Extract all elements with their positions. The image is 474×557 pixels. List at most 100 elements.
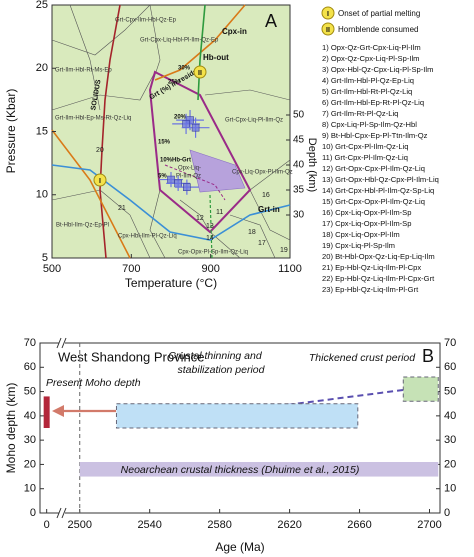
field-label: Grt-Cpx-Ilm-Hbl-Qz-Ep — [115, 18, 177, 24]
dashed-boundary — [164, 164, 226, 201]
field-number: 20 — [96, 147, 104, 154]
field-label: Opx-Liq- — [178, 166, 201, 172]
y-tick-label: 25 — [36, 0, 48, 11]
arrow-head — [52, 405, 64, 417]
y-tick-label: 70 — [24, 337, 36, 349]
chart-title: West Shandong Province — [58, 349, 204, 364]
y-tick-label: 20 — [24, 458, 36, 470]
boundary-label: Hb-out — [203, 53, 229, 62]
y-axis-label: Moho depth (km) — [4, 383, 18, 474]
assemblage-label: 10) Grt-Cpx-Pl-Ilm-Qz-Liq — [322, 142, 409, 151]
panel-a-frame — [51, 4, 291, 259]
assemblage-label: 21) Ep-Hbl-Qz-Liq-Ilm-Pl-Cpx — [322, 263, 421, 272]
range-box — [43, 396, 50, 428]
hb-out-line — [197, 4, 206, 101]
assemblage-label: 23) Ep-Hbl-Qz-Liq-Ilm-Pl-Grt — [322, 285, 419, 294]
x-axis-label: Temperature (°C) — [125, 276, 217, 290]
y2-axis-label: Depth (km) — [306, 138, 318, 192]
assemblage-label: 1) Opx-Qz-Grt-Cpx-Liq-Pl-Ilm — [322, 43, 421, 52]
isopleth-label: 20% — [174, 115, 187, 121]
y-tick-label: 20 — [36, 62, 48, 74]
field-number: 12 — [196, 215, 204, 222]
range-box — [402, 376, 439, 402]
legend-circle — [321, 6, 335, 20]
grt-in-line — [51, 164, 291, 241]
y2-tick-label: 70 — [444, 337, 456, 349]
y2-tick-label: 20 — [444, 458, 456, 470]
axis-break — [56, 507, 67, 519]
x-tick-label: 2500 — [67, 519, 91, 531]
assemblage-label: 20) Bt-Hbl-Opx-Qz-Liq-Ep-Liq-Ilm — [322, 252, 435, 261]
legend-symbol: II — [326, 27, 330, 34]
x-axis-label: Age (Ma) — [215, 540, 264, 554]
x-tick-label: 500 — [43, 263, 61, 275]
isopleth-label: 25% — [168, 80, 181, 86]
assemblage-label: 8) Cpx-Liq-Pl-Sp-Ilm-Qz-Hbl — [322, 120, 417, 129]
marker-symbol: I — [99, 178, 101, 185]
x-tick-label: 2580 — [207, 519, 231, 531]
cpx-in-line — [154, 4, 246, 81]
field-label: Grt-Cpx-Liq-Pl-Ilm-Qz — [225, 118, 283, 124]
axis-break-gap — [59, 337, 65, 349]
y2-tick-label: 60 — [444, 361, 456, 373]
isopleth-label: 10%Hb-Grt — [160, 158, 191, 164]
field-number: 13 — [206, 223, 214, 230]
y-tick-label: 50 — [24, 385, 36, 397]
x-tick-label: 2620 — [277, 519, 301, 531]
x-tick-label: 700 — [122, 263, 140, 275]
data-point — [174, 179, 182, 188]
range-label: Neoarchean crustal thickness (Dhuime et … — [121, 464, 360, 476]
range-box — [115, 403, 359, 429]
assemblage-label: 15) Grt-Cpx-Opx-Pl-Ilm-Qz-Liq — [322, 197, 425, 206]
marker-symbol: II — [198, 70, 202, 77]
assemblage-label: 19) Cpx-Liq-Pl-Sp-Ilm — [322, 241, 395, 250]
orange-line — [51, 129, 131, 259]
y2-tick-label: 10 — [444, 483, 456, 495]
field-label: Grt-Cpx-Liq-Hbl-Pl-Ilm-Qz-Ep — [140, 38, 219, 44]
field-label: Grt-Ilm-Hbl-Rt-Ms-Ep — [55, 68, 112, 74]
x-tick-label: 2540 — [137, 519, 161, 531]
assemblage-label: 7) Grt-Ilm-Rt-Pl-Qz-Liq — [322, 109, 398, 118]
axis-break — [56, 337, 67, 349]
range-label: stabilization period — [178, 364, 266, 376]
field-number: 11 — [216, 209, 223, 216]
axis-break-gap — [59, 505, 65, 519]
x-tick-label: 2700 — [417, 519, 441, 531]
assemblage-label: 12) Grt-Opx-Cpx-Pl-Ilm-Qz-Liq — [322, 164, 425, 173]
y-tick-label: 40 — [24, 410, 36, 422]
y-tick-label: 15 — [36, 125, 48, 137]
range-label: Present Moho depth — [46, 377, 141, 389]
range-label: Crustal thinning and — [168, 350, 263, 362]
assemblage-label: 22) Ep-Hbl-Qz-Liq-Ilm-Pl-Cpx-Grt — [322, 274, 435, 283]
field-label: Cpx-Opx-Pl-Sp-Ilm-Qz-Liq — [178, 250, 248, 256]
x-tick-label: 900 — [201, 263, 219, 275]
range-label: Thickened crust period — [309, 352, 416, 364]
assemblage-label: 9) Bt-Hbl-Cpx-Ep-Pl-Ttn-Ilm-Qz — [322, 131, 428, 140]
hb-out-dashed — [209, 194, 213, 259]
legend-symbol: I — [327, 11, 329, 18]
data-point — [167, 175, 175, 184]
x-tick-label: 0 — [44, 519, 50, 531]
assemblage-label: 14) Grt-Cpx-Hbl-Pl-Ilm-Qz-Sp-Liq — [322, 186, 434, 195]
boundary-label: Cpx-in — [222, 27, 247, 36]
marker-circle — [93, 173, 107, 187]
y-tick-label: 0 — [30, 507, 36, 519]
x-tick-label: 1100 — [278, 263, 302, 275]
field-label: Bt-Hbl-Ilm-Qz-Ep-Pl — [56, 223, 109, 229]
isopleth-label: 5% — [158, 174, 167, 180]
field-label: Cpx-Liq-Opx-Pl-Ilm-Qz — [232, 170, 293, 176]
assemblage-label: 18) Cpx-Liq-Opx-Pl-Ilm — [322, 230, 400, 239]
field-label: Pl-Ilm-Qz — [176, 174, 201, 180]
assemblage-label: 4) Grt-Ilm-Hbl-Pl-Qz-Ep-Liq — [322, 76, 414, 85]
y2-tick-label: 45 — [293, 135, 305, 146]
y2-tick-label: 50 — [444, 385, 456, 397]
legend-label: Hornblende consumed — [338, 25, 419, 34]
field-number: 18 — [248, 229, 256, 236]
assemblage-label: 6) Grt-Ilm-Hbl-Ep-Rt-Pl-Qz-Liq — [322, 98, 424, 107]
field-number: 21 — [118, 205, 126, 212]
x-tick-label: 2660 — [347, 519, 371, 531]
y-tick-label: 5 — [42, 252, 48, 264]
y2-tick-label: 40 — [293, 160, 305, 171]
y2-tick-label: 40 — [444, 410, 456, 422]
